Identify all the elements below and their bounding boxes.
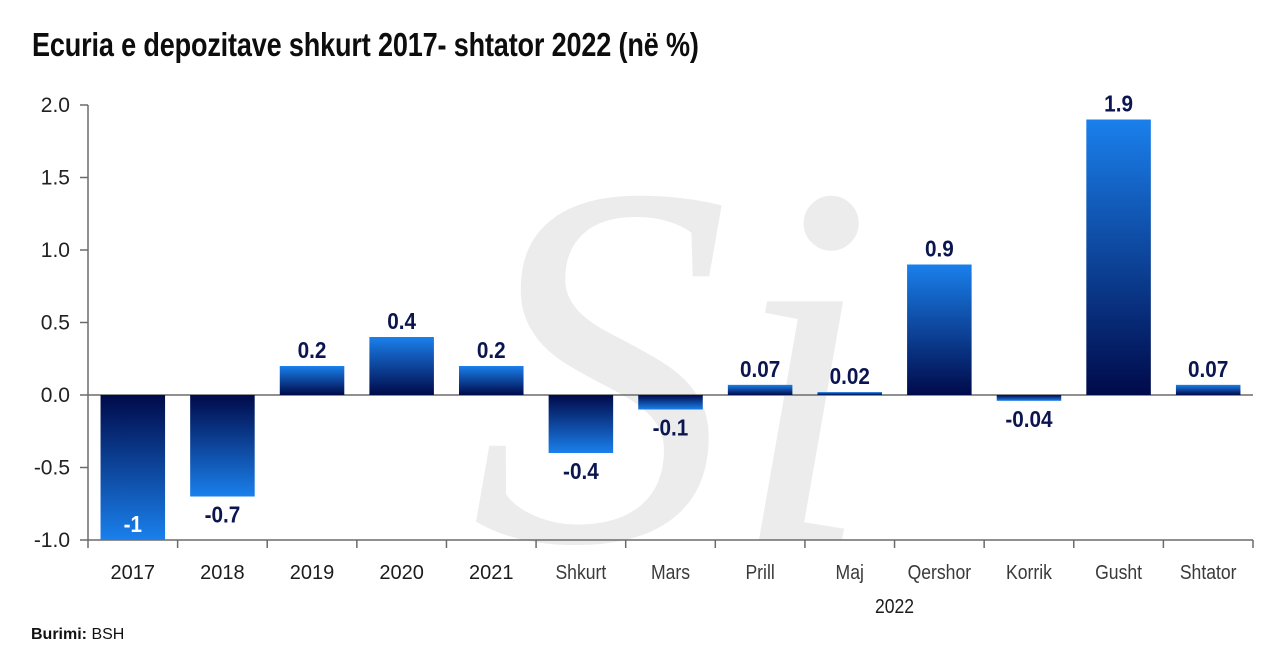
data-labels: -1 -0.7 0.2 0.4 0.2 -0.4 -0.1 0.07 0.02 0.9 -0.04 1… bbox=[124, 90, 1229, 537]
bar bbox=[817, 392, 882, 395]
bar bbox=[548, 395, 614, 453]
x-category-label: 2020 bbox=[379, 562, 424, 584]
x-category-label: Prill bbox=[745, 561, 774, 583]
bar-data-label: 0.9 bbox=[925, 235, 954, 261]
y-tick-label: 0.5 bbox=[41, 312, 70, 335]
x-category-label: 2018 bbox=[200, 562, 245, 584]
bar-data-label: -0.1 bbox=[653, 414, 689, 440]
x-category-label: 2019 bbox=[290, 562, 335, 584]
x-category-label: Gusht bbox=[1095, 561, 1143, 583]
bar-data-label: 1.9 bbox=[1104, 90, 1133, 116]
y-tick-label: 0.0 bbox=[41, 384, 70, 407]
bar-data-label: 0.07 bbox=[740, 356, 780, 382]
x-category-label: Shtator bbox=[1180, 561, 1237, 583]
bar-data-label: 0.4 bbox=[387, 308, 417, 334]
bar bbox=[279, 366, 345, 395]
x-category-label: Korrik bbox=[1006, 561, 1052, 583]
bar-data-label: -0.7 bbox=[205, 501, 241, 527]
bar bbox=[1086, 119, 1151, 395]
source-note: Burimi: BSH bbox=[31, 626, 124, 644]
y-tick-label: 1.5 bbox=[41, 167, 70, 190]
bar-data-label: -1 bbox=[124, 511, 142, 537]
bar-data-label: 0.2 bbox=[298, 337, 327, 363]
bar bbox=[459, 366, 524, 395]
x-group-label: 2022 bbox=[875, 595, 914, 617]
bar bbox=[996, 395, 1062, 401]
y-tick-label: -0.5 bbox=[34, 457, 70, 480]
watermark-letter-s: Si bbox=[470, 78, 874, 653]
x-category-label: 2017 bbox=[111, 562, 156, 584]
x-category-label: 2021 bbox=[469, 562, 514, 584]
y-tick-label: 1.0 bbox=[41, 239, 70, 262]
bar-data-label: 0.02 bbox=[830, 363, 870, 389]
bar bbox=[907, 264, 972, 395]
chart-title: Ecuria e depozitave shkurt 2017- shtator… bbox=[32, 26, 699, 63]
bar-data-label: 0.07 bbox=[1188, 356, 1228, 382]
x-category-label: Mars bbox=[651, 561, 690, 583]
bar bbox=[638, 395, 703, 410]
bar bbox=[100, 395, 166, 540]
bar bbox=[727, 384, 793, 395]
bar bbox=[190, 395, 255, 497]
x-category-label: Maj bbox=[836, 561, 864, 583]
bar bbox=[369, 337, 434, 395]
bar-data-label: -0.4 bbox=[563, 458, 599, 484]
x-category-label: Shkurt bbox=[555, 561, 607, 583]
bars bbox=[100, 119, 1241, 540]
si-logo-watermark-icon: Si bbox=[470, 78, 874, 653]
source-value: BSH bbox=[91, 626, 125, 643]
bar bbox=[1175, 384, 1241, 395]
y-tick-label: 2.0 bbox=[41, 94, 70, 117]
x-category-label: Qershor bbox=[908, 561, 972, 583]
bar-data-label: -0.04 bbox=[1005, 406, 1053, 432]
y-tick-label: -1.0 bbox=[34, 529, 70, 552]
source-label: Burimi: bbox=[31, 626, 87, 643]
bar-data-label: 0.2 bbox=[477, 337, 506, 363]
